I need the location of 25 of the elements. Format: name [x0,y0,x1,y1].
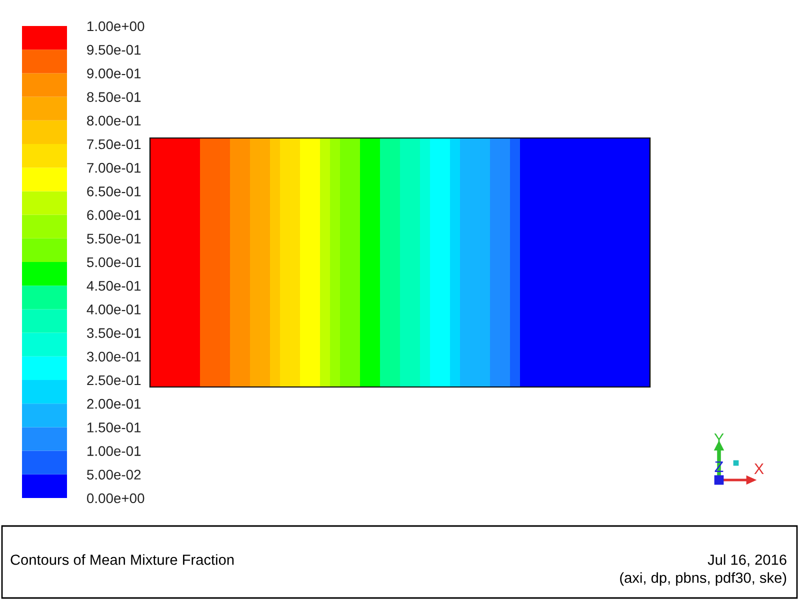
color-bar-label: 5.00e-02 [87,470,141,480]
color-bar-label: 5.50e-01 [87,234,141,244]
color-bar-label: 6.50e-01 [87,186,141,196]
color-bar-label: 0.00e+00 [86,493,144,504]
color-bar-label: 1.50e-01 [88,422,141,432]
color-bar-label: 8.00e-01 [87,116,141,126]
color-bar-label: 7.50e-01 [87,139,141,150]
color-bar-label: 6.00e-01 [87,210,141,220]
color-bar-label: 8.50e-01 [87,92,141,102]
color-bar-label: 1.00e-01 [88,446,141,456]
text: (axi, dp, pbns, pdf30, ske) [620,572,786,586]
text: X [754,463,764,474]
color-bar-label: 2.50e-01 [87,375,141,386]
color-bar-label: 2.00e-01 [87,398,141,409]
text: Jul 16, 2016 [708,554,786,567]
color-bar-label: 3.50e-01 [86,328,141,338]
color-bar-label: 7.00e-01 [87,162,141,173]
color-bar-label: 4.00e-01 [86,304,141,314]
color-bar-label: 9.00e-01 [87,68,141,78]
color-bar-label: 3.00e-01 [86,352,141,362]
color-bar-label: 9.50e-01 [87,44,141,55]
color-bar-label: 4.50e-01 [86,280,141,291]
color-bar-label: 5.00e-01 [87,257,141,268]
text: Contours of Mean Mixture Fraction [10,554,234,565]
color-bar-label: 1.00e+00 [88,21,144,32]
